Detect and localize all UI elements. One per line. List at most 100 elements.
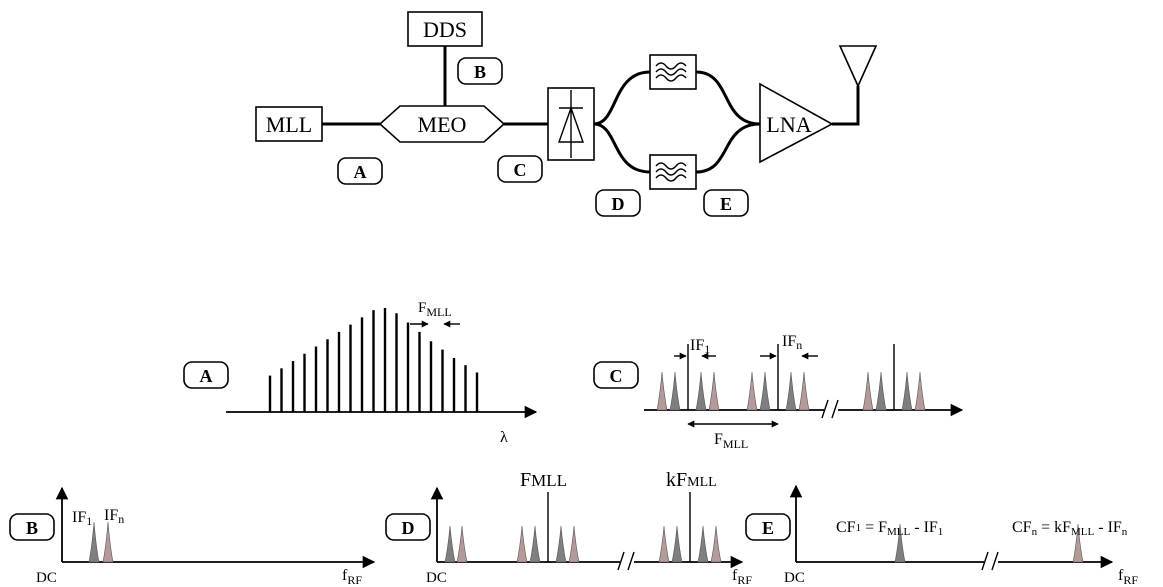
signal-peak (862, 371, 874, 411)
signal-peak (875, 371, 887, 411)
mll-block (255, 106, 323, 142)
svg-text:D: D (402, 518, 415, 538)
frf-d-main: f (732, 567, 738, 584)
frf-e-sub: RF (1123, 573, 1138, 587)
if1-b-sub: 1 (86, 514, 92, 528)
signal-peak (444, 525, 456, 563)
if1-label-b: IF1 (72, 509, 92, 528)
link-filter-combine-upper (695, 70, 761, 126)
cf1-a: CF (836, 519, 856, 536)
link-lna-antenna (832, 86, 860, 126)
bandpass-filter-lower (649, 154, 697, 190)
photodiode-icon (558, 90, 584, 158)
signal-peak (456, 525, 468, 563)
point-marker-e: E (703, 189, 749, 217)
dc-label-b: DC (36, 570, 57, 586)
ifn-b-main: IF (104, 507, 118, 524)
svg-text:C: C (610, 366, 623, 386)
f-mll-label: FMLL (418, 300, 452, 319)
f-mll-d-main: F (520, 469, 531, 491)
meo-modulator-block (378, 105, 506, 143)
svg-text:A: A (200, 366, 213, 386)
signal-peak (656, 371, 668, 411)
dds-block (407, 11, 483, 47)
f-mll-c-main: F (714, 431, 723, 448)
svg-text:B: B (26, 518, 38, 538)
frf-label-e: fRF (1118, 567, 1138, 587)
dds-label: DDS (423, 17, 467, 42)
cf1-label-e: CF1 = FMLL - IF1 (836, 519, 943, 538)
signal-peak (746, 371, 758, 411)
f-mll-label-main: F (418, 300, 426, 316)
if1-c-main: IF (690, 337, 704, 354)
point-marker-c: C (497, 155, 543, 183)
f-mll-label-sub: MLL (426, 305, 451, 319)
signal-peak (901, 371, 913, 411)
signal-peak (669, 371, 681, 411)
ifn-label-b: IFn (104, 507, 124, 526)
spectrum-b: B IF1 IFn DC fRF (9, 486, 376, 587)
signal-peak (759, 371, 771, 411)
point-marker-c-spectrum: C (593, 361, 639, 389)
f-mll-label-c: FMLL (714, 431, 748, 451)
mll-label: MLL (266, 112, 312, 137)
signal-peak (568, 525, 580, 563)
signal-peak (710, 525, 722, 563)
antenna-icon (838, 45, 878, 88)
cfn-c-sub: n (1122, 526, 1128, 538)
if1-b-main: IF (72, 509, 86, 526)
signal-peak (555, 525, 567, 563)
lna-amplifier-block (759, 82, 834, 164)
frf-b-sub: RF (347, 573, 362, 587)
link-filter-combine-lower (695, 122, 761, 174)
ifn-label-c: IFn (782, 333, 802, 352)
frf-label-d: fRF (732, 567, 752, 587)
signal-peak (695, 371, 707, 411)
filter-icon (655, 62, 687, 82)
f-mll-d-sub: MLL (531, 471, 567, 490)
ifn-c-sub: n (796, 338, 802, 352)
frf-d-sub: RF (737, 573, 752, 587)
filter-icon (655, 162, 687, 182)
axis-break-c (821, 399, 839, 419)
optical-comb-lines (268, 308, 479, 412)
dc-label-d: DC (426, 570, 447, 586)
dc-label-e: DC (784, 570, 805, 586)
peaks-c (656, 371, 926, 411)
signal-peak (658, 525, 670, 563)
signal-peak (529, 525, 541, 563)
kf-mll-d-main: kF (666, 469, 687, 491)
cfn-a-sub: n (1032, 526, 1038, 538)
cfn-b-sub: MLL (1071, 526, 1095, 538)
signal-peak (671, 525, 683, 563)
ifn-b-sub: n (118, 512, 124, 526)
point-marker-d-spectrum: D (385, 513, 431, 541)
link-pd-split-upper (593, 70, 651, 126)
spectrum-d: D FMLL kFMLL DC fRF (385, 469, 752, 587)
signal-peak (785, 371, 797, 411)
point-marker-d: D (595, 189, 641, 217)
signal-peak (798, 371, 810, 411)
svg-text:D: D (612, 194, 625, 214)
lna-label: LNA (766, 112, 811, 137)
cf1-a-sub: 1 (856, 522, 862, 534)
point-marker-a-spectrum: A (183, 361, 229, 389)
signal-peak (102, 521, 114, 563)
axis-break-e (981, 551, 999, 571)
svg-text:E: E (720, 194, 732, 214)
kf-mll-label-d: kFMLL (666, 469, 717, 491)
signal-peak (88, 521, 100, 563)
point-marker-e-spectrum: E (745, 513, 791, 541)
svg-text:A: A (354, 162, 367, 182)
cf1-b: = F (861, 519, 887, 536)
signal-peak (894, 523, 906, 563)
ifn-c-main: IF (782, 333, 796, 350)
signal-peak (708, 371, 720, 411)
axis-break-d (617, 551, 635, 571)
cfn-a: CF (1012, 519, 1032, 536)
cf1-c: - IF (910, 519, 938, 536)
if1-label-c: IF1 (690, 337, 710, 356)
cfn-b: = kF (1037, 519, 1071, 536)
meo-label: MEO (418, 112, 467, 137)
